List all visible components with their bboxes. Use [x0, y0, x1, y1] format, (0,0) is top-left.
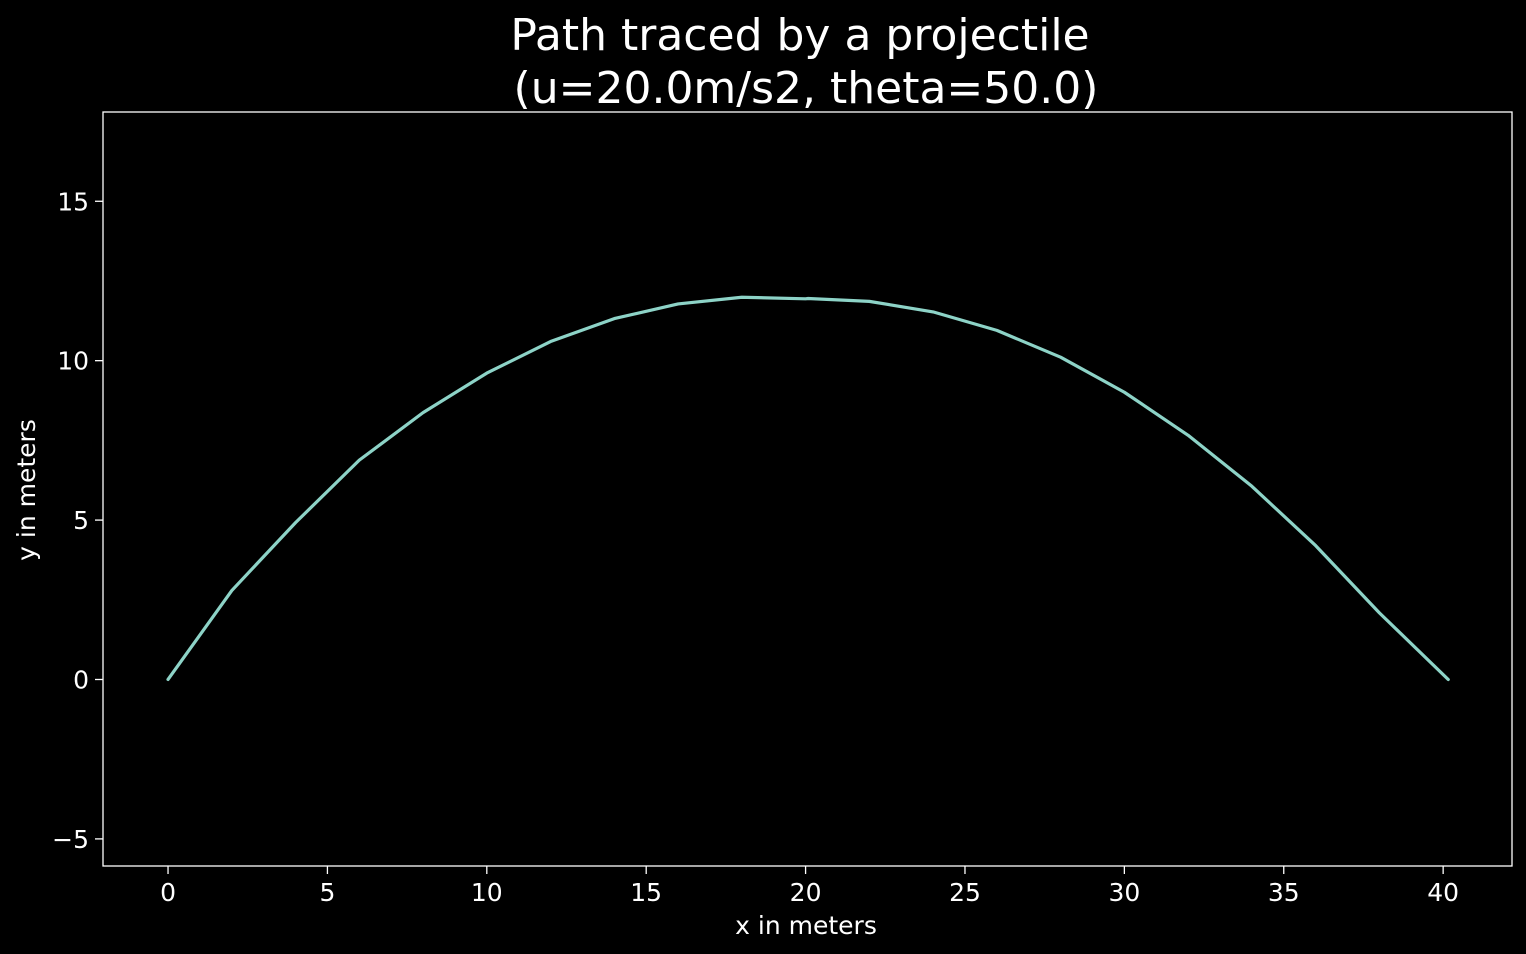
x-tick-label: 25 — [949, 878, 981, 907]
x-tick-label: 0 — [160, 878, 176, 907]
x-axis-label: x in meters — [735, 911, 877, 940]
chart-title-line-2: (u=20.0m/s2, theta=50.0) — [514, 63, 1099, 114]
y-axis-ticks: −5 0 5 10 15 — [52, 187, 103, 854]
x-tick-label: 20 — [790, 878, 822, 907]
trajectory-line — [166, 295, 1450, 682]
y-tick-label: 5 — [73, 506, 89, 535]
plot-area — [102, 111, 1513, 867]
x-axis-ticks: 0 5 10 15 20 25 30 35 40 — [160, 866, 1459, 907]
x-tick-label: 35 — [1268, 878, 1300, 907]
chart-title-line-1: Path traced by a projectile — [510, 10, 1089, 61]
x-tick-label: 10 — [471, 878, 503, 907]
x-tick-label: 30 — [1108, 878, 1140, 907]
x-tick-label: 40 — [1427, 878, 1459, 907]
x-tick-label: 15 — [630, 878, 662, 907]
y-tick-label: 10 — [57, 347, 89, 376]
y-tick-label: 15 — [57, 187, 89, 216]
y-axis-label: y in meters — [12, 419, 41, 561]
x-tick-label: 5 — [319, 878, 335, 907]
y-tick-label: 0 — [73, 665, 89, 694]
y-tick-label: −5 — [52, 825, 89, 854]
